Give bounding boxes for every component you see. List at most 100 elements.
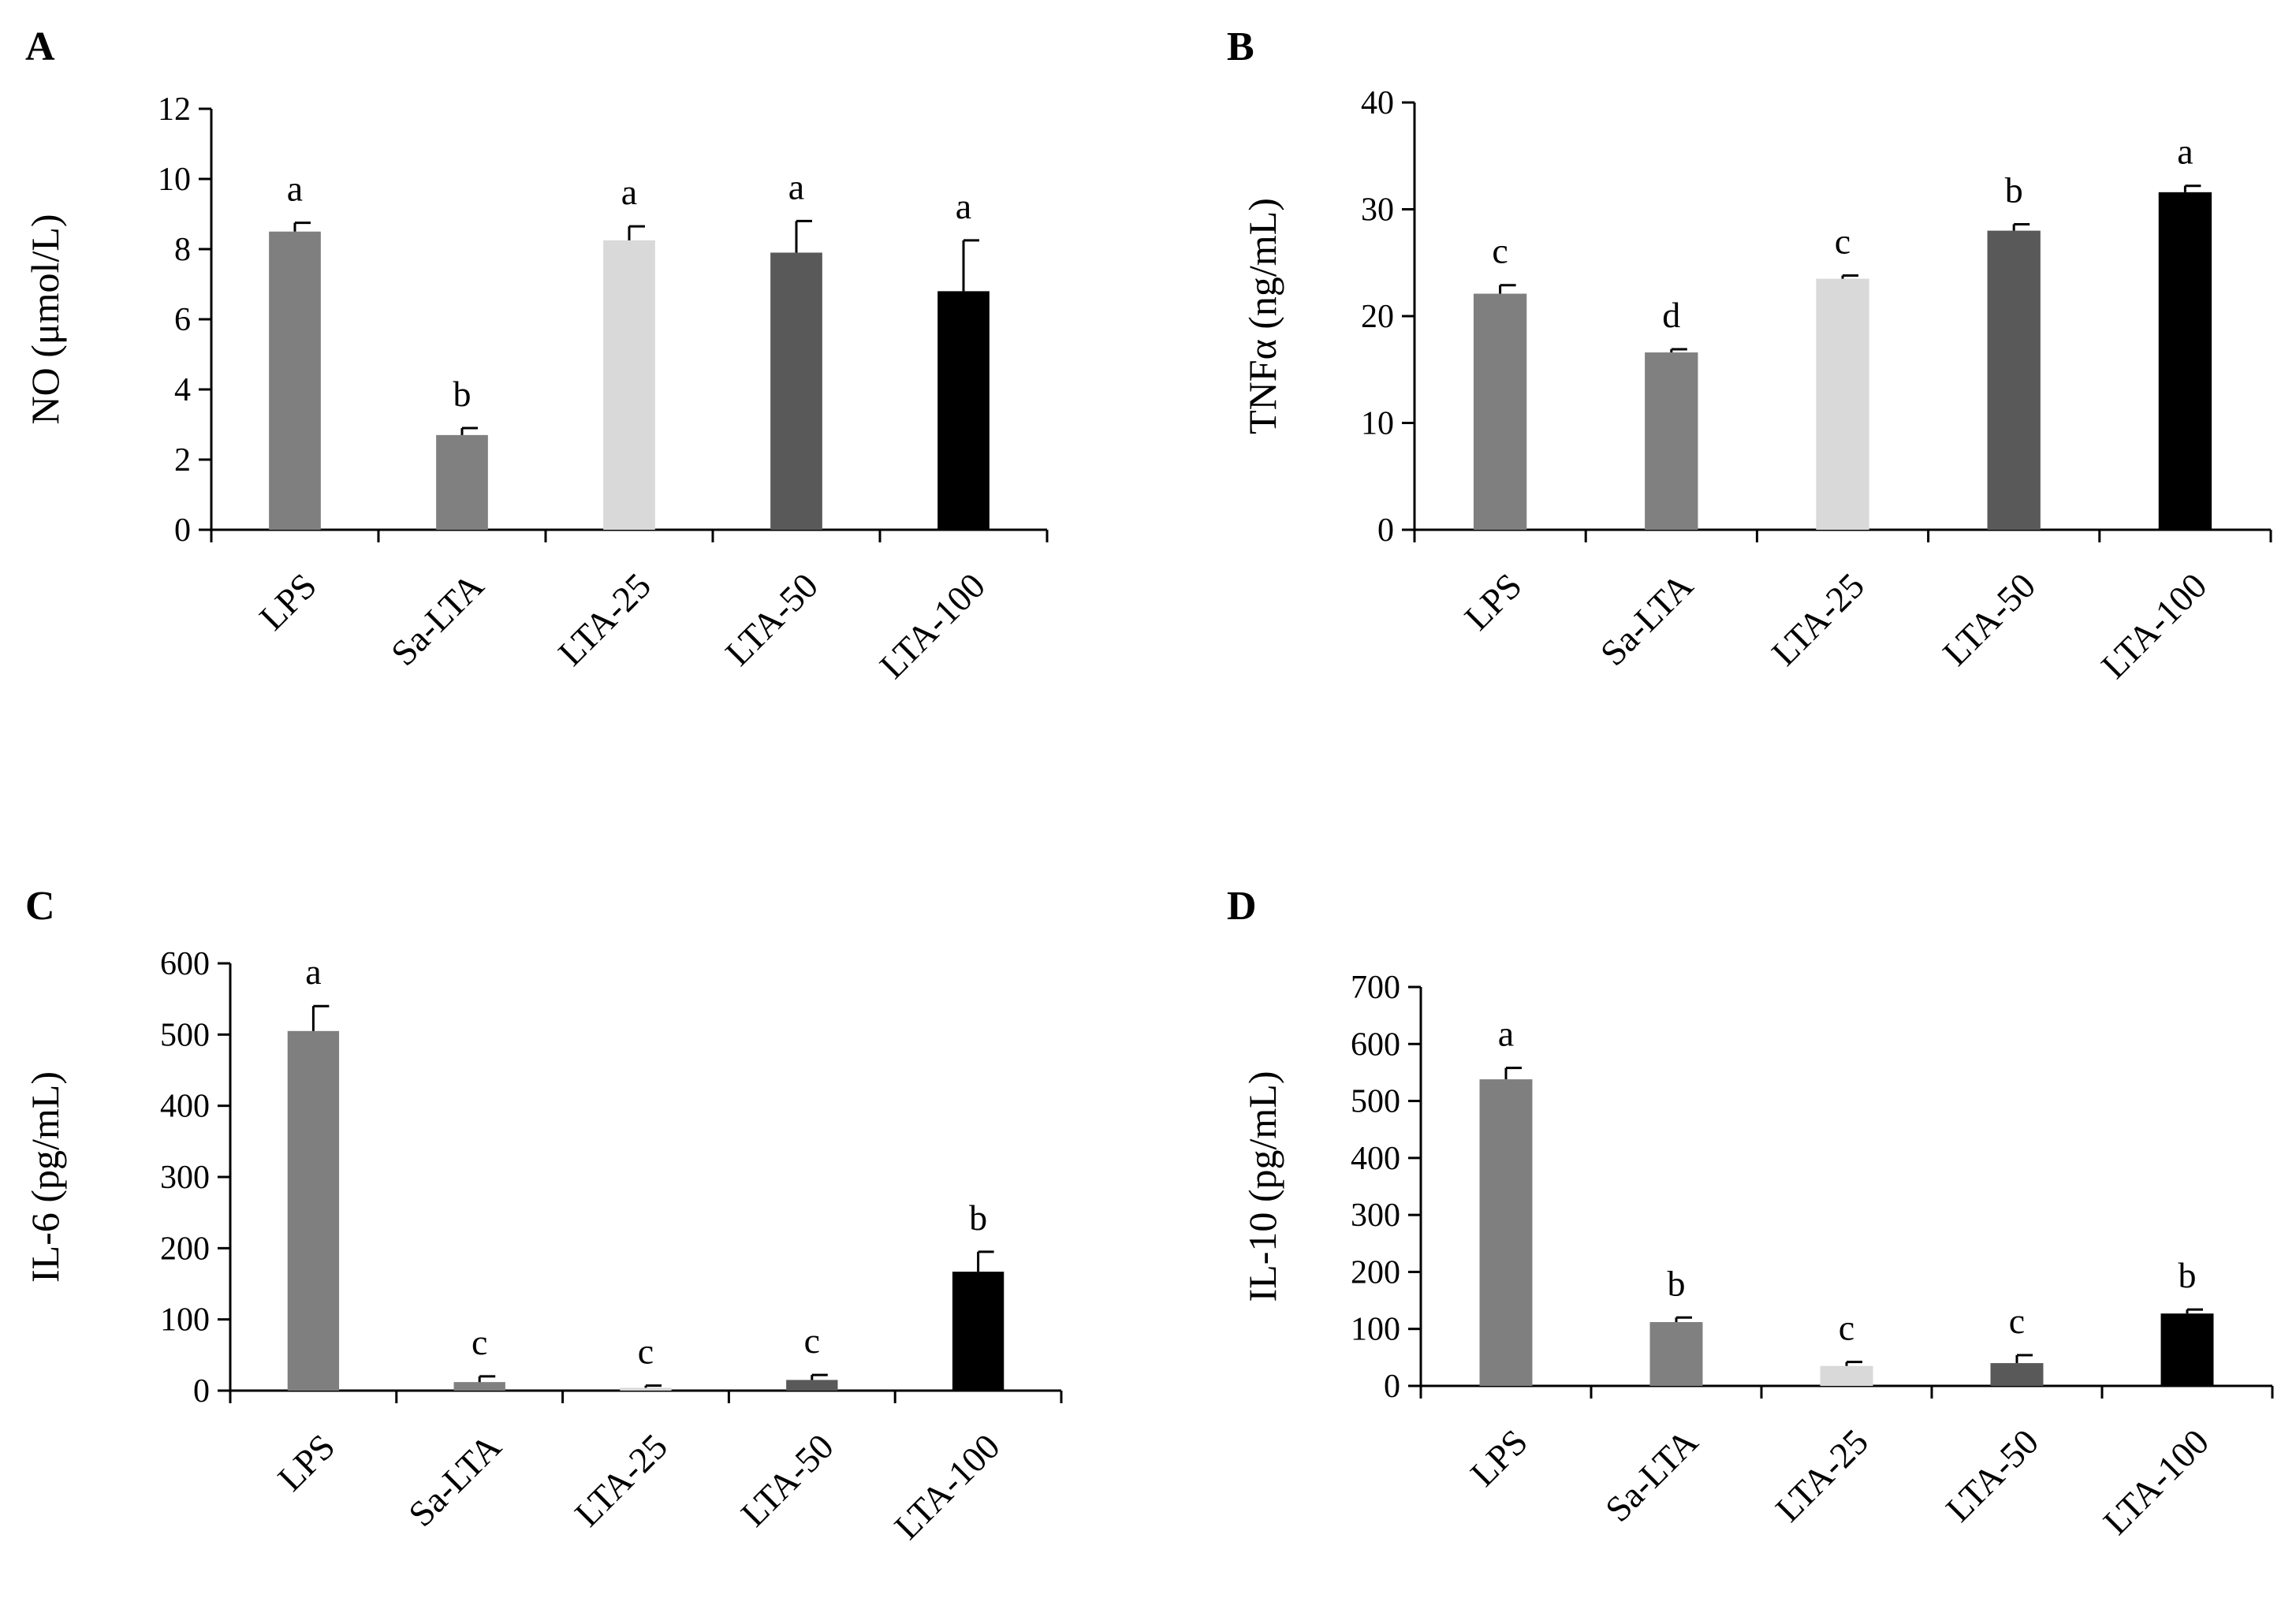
significance-letter: b	[453, 374, 472, 414]
significance-letter: b	[969, 1197, 987, 1238]
y-tick-label: 0	[1384, 1369, 1400, 1405]
y-tick-label: 4	[174, 372, 191, 408]
y-tick-label: 10	[158, 162, 191, 198]
panel-letter: C	[25, 884, 55, 929]
y-tick-label: 500	[1351, 1084, 1400, 1120]
y-axis-title: IL-10 (pg/mL)	[1240, 1071, 1284, 1302]
bar-lps	[1473, 293, 1527, 530]
y-tick-label: 10	[1361, 406, 1394, 442]
bar-lta-25	[620, 1387, 672, 1391]
panel-letter: D	[1227, 884, 1257, 929]
significance-letter: c	[472, 1322, 487, 1362]
category-label: Sa-LTA	[401, 1426, 509, 1534]
significance-letter: a	[1498, 1014, 1514, 1054]
bar-sa-lta	[436, 434, 488, 530]
bar-lps	[1479, 1079, 1533, 1386]
bar-lta-100	[937, 291, 990, 530]
category-label: LTA-50	[718, 565, 826, 673]
category-label: Sa-LTA	[1597, 1421, 1705, 1529]
category-label: LTA-25	[567, 1426, 675, 1534]
category-label: LTA-100	[886, 1426, 1007, 1547]
y-tick-label: 30	[1361, 192, 1394, 229]
bar-lta-25	[1820, 1365, 1873, 1386]
category-label: LTA-50	[1938, 1421, 2046, 1529]
significance-letter: d	[1662, 295, 1680, 335]
bar-lps	[287, 1030, 340, 1391]
y-tick-label: 600	[1351, 1026, 1400, 1063]
category-label: Sa-LTA	[1593, 565, 1701, 673]
y-tick-label: 8	[174, 232, 191, 268]
significance-letter: c	[2009, 1301, 2025, 1341]
y-tick-label: 400	[160, 1089, 210, 1125]
category-label: Sa-LTA	[383, 565, 491, 673]
significance-letter: c	[1835, 222, 1851, 262]
y-axis-title: IL-6 (pg/mL)	[23, 1071, 67, 1283]
significance-letter: b	[2005, 169, 2023, 210]
bar-lta-50	[1990, 1363, 2044, 1386]
y-tick-label: 700	[1351, 970, 1400, 1006]
y-tick-label: 0	[193, 1373, 210, 1410]
category-label: LPS	[270, 1426, 342, 1499]
significance-letter: a	[956, 186, 971, 226]
significance-letter: a	[287, 169, 303, 209]
category-label: LTA-100	[872, 565, 993, 686]
significance-letter: a	[621, 172, 637, 212]
bar-lta-100	[952, 1272, 1004, 1391]
category-label: LTA-25	[1768, 1421, 1876, 1529]
bar-lta-50	[786, 1380, 838, 1391]
bar-sa-lta	[453, 1382, 505, 1391]
bar-lps	[269, 231, 321, 530]
category-label: LTA-25	[1764, 565, 1872, 673]
bar-lta-100	[2158, 192, 2212, 530]
category-label: LPS	[1457, 565, 1530, 638]
y-axis-title: TNFα (ng/mL)	[1240, 198, 1284, 434]
category-label: LTA-100	[2093, 565, 2214, 686]
y-tick-label: 200	[160, 1231, 210, 1267]
y-tick-label: 40	[1361, 85, 1394, 121]
significance-letter: c	[1839, 1308, 1854, 1348]
category-label: LTA-100	[2096, 1421, 2216, 1542]
y-tick-label: 200	[1351, 1254, 1400, 1291]
significance-letter: c	[1492, 231, 1508, 271]
panel-b: B 0 10 20 30 40 TNFα (ng/mL) c LPS d Sa-LTA c LTA-25…	[1227, 24, 2272, 686]
panel-letter: B	[1227, 24, 1254, 69]
bar-lta-25	[603, 240, 655, 530]
bar-lta-50	[1987, 230, 2041, 530]
y-tick-label: 6	[174, 302, 191, 338]
significance-letter: b	[1668, 1263, 1686, 1303]
panel-a: A 0 2 4 6 8 10 12 NO (μmol/L) a LPS b Sa-LTA a LTA-25 a…	[23, 24, 1049, 686]
significance-letter: a	[788, 166, 804, 207]
category-label: LTA-50	[1935, 565, 2043, 673]
y-tick-label: 300	[1351, 1197, 1400, 1234]
y-axis-title: NO (μmol/L)	[23, 214, 67, 424]
y-tick-label: 12	[158, 91, 191, 128]
y-tick-label: 100	[160, 1302, 210, 1339]
bar-sa-lta	[1649, 1322, 1703, 1386]
significance-letter: c	[638, 1332, 654, 1372]
y-tick-label: 600	[160, 946, 210, 982]
significance-letter: a	[305, 952, 321, 992]
bar-lta-100	[2160, 1313, 2214, 1386]
bar-sa-lta	[1645, 352, 1698, 530]
panel-letter: A	[25, 24, 55, 69]
category-label: LTA-50	[733, 1426, 841, 1534]
y-tick-label: 20	[1361, 299, 1394, 335]
panel-c: C 0 100 200 300 400 500 600 IL-6 (pg/mL) a LPS c Sa-…	[23, 884, 1063, 1547]
y-tick-label: 300	[160, 1160, 210, 1196]
bar-lta-25	[1816, 278, 1869, 530]
y-tick-label: 100	[1351, 1312, 1400, 1348]
y-tick-label: 2	[174, 442, 191, 479]
y-tick-label: 500	[160, 1017, 210, 1053]
category-label: LPS	[252, 565, 324, 638]
panel-d: D 0 100 200 300 400 500 600 700 IL-10 (pg/mL) a LPS…	[1227, 884, 2274, 1542]
category-label: LPS	[1463, 1421, 1535, 1494]
category-label: LTA-25	[550, 565, 658, 673]
bar-lta-50	[770, 252, 822, 530]
y-tick-label: 400	[1351, 1141, 1400, 1177]
y-tick-label: 0	[174, 512, 191, 549]
significance-letter: c	[804, 1320, 820, 1361]
significance-letter: b	[2179, 1255, 2197, 1295]
significance-letter: a	[2177, 132, 2193, 172]
y-tick-label: 0	[1377, 512, 1394, 549]
